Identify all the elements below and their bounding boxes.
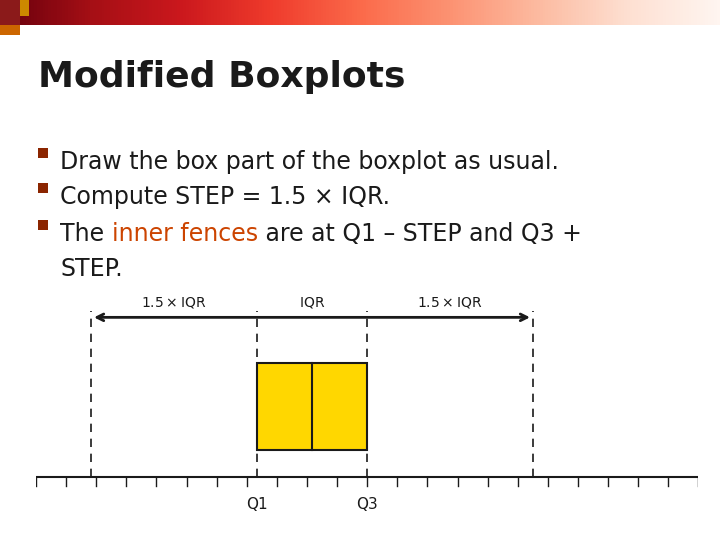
Text: The: The <box>60 222 112 246</box>
Bar <box>20 0 29 16</box>
Bar <box>38 220 48 230</box>
Text: STEP.: STEP. <box>60 257 122 281</box>
Bar <box>0 0 20 25</box>
Text: are at Q1 – STEP and Q3 +: are at Q1 – STEP and Q3 + <box>258 222 582 246</box>
Bar <box>38 148 48 158</box>
Text: $\mathrm{IQR}$: $\mathrm{IQR}$ <box>299 295 325 310</box>
Text: inner fences: inner fences <box>112 222 258 246</box>
Text: Q1: Q1 <box>246 497 268 512</box>
Bar <box>257 363 367 450</box>
Text: Draw the box part of the boxplot as usual.: Draw the box part of the boxplot as usua… <box>60 150 559 174</box>
Text: Compute STEP = 1.5 × IQR.: Compute STEP = 1.5 × IQR. <box>60 185 390 209</box>
Text: Modified Boxplots: Modified Boxplots <box>38 60 405 94</box>
Bar <box>38 183 48 193</box>
Text: $1.5\times\mathrm{IQR}$: $1.5\times\mathrm{IQR}$ <box>141 295 207 310</box>
Text: Q3: Q3 <box>356 497 378 512</box>
Text: $1.5\times\mathrm{IQR}$: $1.5\times\mathrm{IQR}$ <box>418 295 482 310</box>
Bar <box>0 25 20 35</box>
